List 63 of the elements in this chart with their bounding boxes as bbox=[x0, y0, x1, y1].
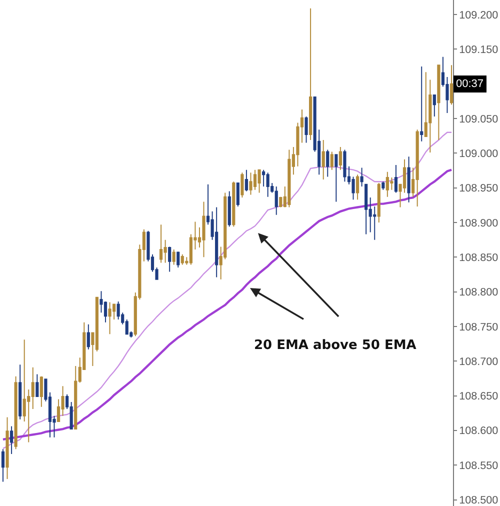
candlestick bbox=[176, 251, 180, 268]
candlestick bbox=[40, 376, 43, 408]
candlestick bbox=[10, 426, 14, 455]
candlestick bbox=[326, 149, 330, 178]
candlestick bbox=[172, 249, 176, 266]
y-tick-label: 109.050 bbox=[459, 113, 498, 126]
candlestick bbox=[14, 376, 18, 450]
y-tick-label: 108.750 bbox=[459, 321, 498, 334]
y-tick-label: 109.200 bbox=[459, 9, 498, 22]
candlestick bbox=[6, 416, 9, 480]
candlestick bbox=[364, 184, 368, 235]
candlestick bbox=[266, 172, 270, 198]
y-tick-label: 108.650 bbox=[459, 390, 498, 403]
candlestick bbox=[232, 181, 236, 228]
candlestick bbox=[356, 174, 360, 200]
candlestick bbox=[159, 224, 163, 264]
candlestick bbox=[334, 154, 338, 202]
y-tick-label: 108.700 bbox=[459, 356, 498, 368]
candlestick bbox=[377, 182, 380, 223]
candlestick bbox=[416, 129, 419, 208]
candlestick bbox=[215, 206, 218, 278]
candlestick bbox=[108, 302, 112, 335]
candlestick bbox=[1, 448, 5, 482]
candlestick bbox=[304, 116, 308, 144]
candlestick bbox=[382, 181, 385, 190]
candlestick bbox=[202, 201, 206, 258]
annotation: 00:37 bbox=[456, 78, 484, 90]
candlestick bbox=[116, 301, 120, 320]
y-tick-label: 108.900 bbox=[459, 217, 498, 230]
y-tick-label: 109.000 bbox=[459, 148, 498, 160]
candlestick bbox=[330, 151, 334, 170]
candlestick bbox=[168, 246, 172, 272]
candlestick bbox=[244, 169, 248, 192]
candlestick bbox=[228, 190, 231, 228]
y-tick-label: 109.150 bbox=[459, 44, 498, 56]
candlestick bbox=[236, 182, 240, 208]
candlestick bbox=[274, 186, 278, 216]
candlestick bbox=[450, 64, 453, 106]
candlestick bbox=[249, 172, 252, 196]
annotation: 20 EMA above 50 EMA bbox=[254, 338, 416, 353]
candlestick bbox=[360, 167, 364, 187]
candlestick bbox=[343, 149, 346, 182]
candlestick bbox=[432, 94, 436, 117]
candlestick bbox=[309, 8, 312, 141]
candlestick bbox=[288, 149, 291, 208]
y-tick-label: 108.550 bbox=[459, 460, 498, 472]
candlestick bbox=[258, 169, 261, 194]
y-tick-label: 108.950 bbox=[459, 182, 498, 195]
candlestick bbox=[240, 172, 244, 198]
candlestick bbox=[437, 64, 440, 141]
candlestick bbox=[407, 156, 410, 203]
candlestick bbox=[180, 254, 184, 266]
candlestick bbox=[322, 140, 325, 180]
candlestick bbox=[338, 146, 342, 170]
y-tick-label: 108.800 bbox=[459, 286, 498, 299]
candlestick bbox=[420, 66, 424, 142]
candlestick bbox=[394, 164, 398, 194]
candlestick bbox=[36, 374, 39, 397]
y-tick-label: 108.500 bbox=[459, 494, 498, 506]
candlestick bbox=[18, 364, 22, 420]
candlestick bbox=[86, 324, 90, 350]
y-tick-label: 108.600 bbox=[459, 425, 498, 438]
y-tick-label: 108.850 bbox=[459, 252, 498, 264]
